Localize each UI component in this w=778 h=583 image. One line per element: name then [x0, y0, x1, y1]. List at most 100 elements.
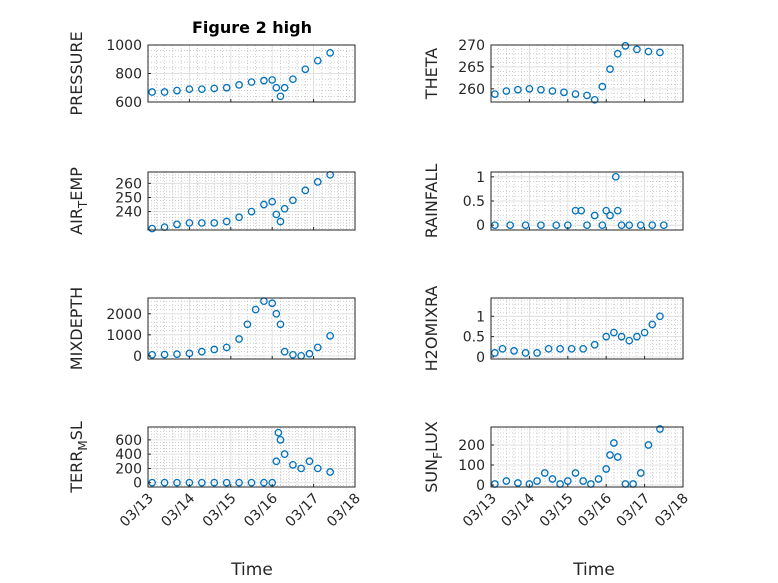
data-point [633, 332, 641, 341]
data-point [268, 197, 277, 206]
data-point [537, 221, 545, 230]
data-point [633, 45, 641, 54]
data-point [510, 347, 518, 355]
data-markers [490, 425, 664, 488]
data-point [521, 349, 530, 357]
data-point [579, 477, 588, 485]
y-tick-label: 0 [476, 478, 485, 494]
data-point [594, 475, 603, 483]
minor-grid [490, 44, 684, 103]
axes-box [147, 297, 356, 360]
data-point [533, 477, 541, 485]
y-axis-label: THETA [422, 48, 441, 100]
data-point [251, 305, 260, 314]
y-tick-label: 0 [476, 218, 485, 234]
data-point [537, 85, 545, 94]
data-markers [148, 297, 335, 360]
x-axis-label-right: Time [572, 560, 615, 580]
data-point [274, 428, 283, 437]
data-markers [490, 42, 664, 104]
axes-box [490, 426, 684, 488]
data-point [272, 309, 281, 318]
y-tick-label: 200 [115, 461, 142, 477]
data-point [326, 48, 335, 57]
data-point [197, 478, 206, 487]
y-tick-label: 100 [458, 458, 485, 474]
data-point [197, 219, 206, 227]
axes-box [147, 426, 356, 488]
data-point [326, 332, 335, 340]
figure-title: Figure 2 high [192, 18, 312, 37]
data-point [222, 343, 231, 352]
data-point [656, 312, 664, 321]
y-tick-label: 2000 [106, 307, 142, 323]
data-point [613, 49, 622, 58]
data-point [301, 186, 310, 195]
data-point [185, 219, 194, 227]
data-point [268, 76, 277, 84]
data-point [525, 84, 534, 93]
subplot-pressure: 600 800 1000 PRESSURE [67, 31, 356, 116]
data-point [243, 320, 252, 329]
data-point [606, 211, 614, 220]
data-point [625, 336, 634, 345]
y-tick-label: 0.5 [463, 330, 485, 346]
data-point [644, 441, 653, 449]
data-point [571, 469, 580, 477]
data-point [548, 87, 557, 95]
data-point [210, 345, 219, 354]
data-point [222, 217, 231, 226]
axes-box [490, 44, 684, 103]
data-point [272, 83, 281, 92]
data-point [544, 344, 553, 353]
data-point [148, 88, 156, 96]
y-tick-label: 0 [133, 476, 142, 492]
data-point [579, 344, 588, 353]
subplot-mixdepth: 0 1000 2000 MIXDEPTH [67, 287, 356, 370]
data-markers [490, 312, 664, 357]
data-point [313, 343, 322, 352]
y-tick-label: 1000 [106, 328, 142, 344]
y-tick-label: 240 [115, 205, 142, 221]
y-axis-label: MIXDEPTH [67, 287, 86, 370]
data-point [656, 425, 664, 433]
data-point [583, 91, 591, 100]
data-point [197, 347, 206, 356]
data-point [210, 84, 219, 93]
data-point [276, 217, 285, 226]
data-point [326, 468, 335, 476]
data-point [301, 65, 310, 74]
data-point [521, 221, 530, 230]
y-tick-label: 0 [133, 349, 142, 365]
y-tick-label: 270 [458, 38, 485, 54]
data-point [268, 299, 277, 308]
data-point [621, 42, 630, 50]
data-point [502, 87, 511, 95]
data-point [610, 439, 618, 447]
data-point [185, 85, 194, 94]
y-tick-label: 600 [115, 433, 142, 449]
data-point [235, 478, 243, 487]
data-point [160, 350, 169, 359]
data-point [235, 213, 243, 222]
data-point [598, 221, 607, 230]
data-markers [148, 170, 335, 233]
data-point [247, 207, 256, 216]
data-point [502, 477, 511, 485]
y-tick-label: 250 [115, 190, 142, 206]
y-tick-label: 0 [476, 350, 485, 366]
data-point [305, 457, 314, 466]
data-point [235, 81, 243, 89]
x-axis-label-left: Time [230, 560, 273, 580]
subplot-h2omixra: 0 0.5 1 H2OMIXRA [422, 286, 684, 371]
data-point [173, 478, 181, 487]
data-point [280, 83, 289, 92]
data-markers [490, 172, 668, 230]
data-point [289, 461, 297, 469]
data-point [571, 90, 580, 98]
data-point [506, 221, 515, 230]
data-point [590, 340, 599, 349]
data-point [173, 220, 181, 229]
